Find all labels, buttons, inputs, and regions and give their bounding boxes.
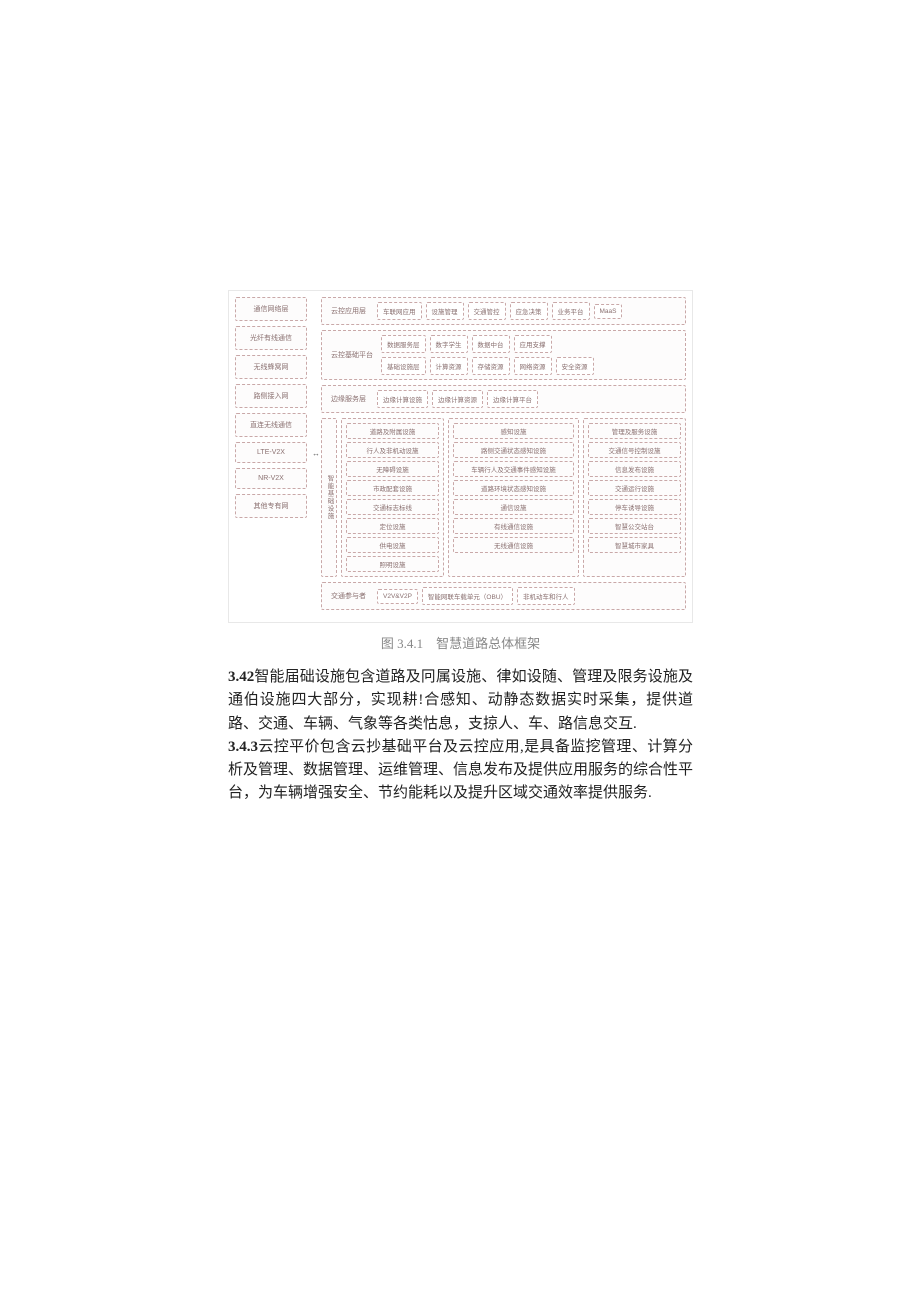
sidebar-item: 直连无线通信 bbox=[235, 413, 307, 437]
infra-item: 交通信号控制设施 bbox=[588, 442, 681, 458]
sidebar-item: 路侧接入网 bbox=[235, 384, 307, 408]
infra-column-manage: 管理及服务设施 交通信号控制设施 信息发布设施 交通运行设施 停车诱导设施 智慧… bbox=[583, 418, 686, 577]
para-number: 3.4.3 bbox=[228, 739, 258, 755]
infra-col-title: 感知设施 bbox=[453, 423, 574, 439]
infra-item: 照明设施 bbox=[346, 556, 439, 572]
paragraph: 3.42智能届础设施包含道路及冋属设施、律如设随、管理及限务设施及通伯设施四大部… bbox=[228, 666, 693, 736]
layer-cell: 边缘计算资源 bbox=[432, 390, 483, 408]
paragraph: 3.4.3云控平价包含云抄基础平台及云控应用,是具备监挖管理、计算分析及管理、数… bbox=[228, 736, 693, 806]
infra-item: 无线通信设施 bbox=[453, 537, 574, 553]
cloud-app-layer: 云控应用层 车联网应用 设施管理 交通管控 应急决策 业务平台 MaaS bbox=[321, 297, 686, 325]
architecture-diagram: 通信网络层 光纤有线通信 无线蜂窝网 路侧接入网 直连无线通信 LTE-V2X … bbox=[228, 290, 693, 623]
infra-item: 市政配套设施 bbox=[346, 480, 439, 496]
network-sidebar: 通信网络层 光纤有线通信 无线蜂窝网 路侧接入网 直连无线通信 LTE-V2X … bbox=[235, 297, 307, 610]
layer-label: 云控应用层 bbox=[327, 304, 373, 318]
infra-item: 信息发布设施 bbox=[588, 461, 681, 477]
infra-item: 交通运行设施 bbox=[588, 480, 681, 496]
infra-item: 道路环境状态感知设施 bbox=[453, 480, 574, 496]
infrastructure-block: 智能基础设施 道路及附属设施 行人及非机动设施 无障碍设施 市政配套设施 交通标… bbox=[321, 418, 686, 577]
infra-col-title: 道路及附属设施 bbox=[346, 423, 439, 439]
layer-cell: 交通管控 bbox=[468, 302, 506, 320]
sidebar-item: 通信网络层 bbox=[235, 297, 307, 321]
layer-cell: 应急决策 bbox=[510, 302, 548, 320]
infra-item: 智慧公交站台 bbox=[588, 518, 681, 534]
infra-item: 行人及非机动设施 bbox=[346, 442, 439, 458]
layer-cell: V2V&V2P bbox=[377, 589, 418, 604]
layer-cell: 数据服务层 bbox=[381, 335, 426, 353]
edge-service-layer: 边缘服务层 边缘计算设施 边缘计算资源 边缘计算平台 bbox=[321, 385, 686, 413]
sidebar-item: 无线蜂窝网 bbox=[235, 355, 307, 379]
layer-label: 边缘服务层 bbox=[327, 392, 373, 406]
infra-subgroup-title: 通信设施 bbox=[453, 499, 574, 515]
layer-cell: 存储资源 bbox=[472, 357, 510, 375]
sidebar-item: LTE-V2X bbox=[235, 442, 307, 463]
layer-cell: 安全资源 bbox=[556, 357, 594, 375]
infra-column-road: 道路及附属设施 行人及非机动设施 无障碍设施 市政配套设施 交通标志标线 定位设… bbox=[341, 418, 444, 577]
layer-cell: 计算资源 bbox=[430, 357, 468, 375]
para-number: 3.42 bbox=[228, 669, 254, 685]
infra-item: 无障碍设施 bbox=[346, 461, 439, 477]
layer-cell: 应用支撑 bbox=[514, 335, 552, 353]
infra-col-title: 管理及服务设施 bbox=[588, 423, 681, 439]
layer-cell: MaaS bbox=[594, 304, 623, 319]
cloud-base-platform: 云控基础平台 数据服务层 数字学生 数据中台 应用支撑 基础设施层 计算资源 存… bbox=[321, 330, 686, 380]
sidebar-item: NR-V2X bbox=[235, 468, 307, 489]
document-page: 通信网络层 光纤有线通信 无线蜂窝网 路侧接入网 直连无线通信 LTE-V2X … bbox=[228, 290, 693, 806]
infra-item: 交通标志标线 bbox=[346, 499, 439, 515]
layer-label: 交通参与者 bbox=[327, 589, 373, 603]
infra-item: 路侧交通状态感知设施 bbox=[453, 442, 574, 458]
layer-cell: 边缘计算设施 bbox=[377, 390, 428, 408]
sidebar-item: 其他专有网 bbox=[235, 494, 307, 518]
layer-cell: 业务平台 bbox=[552, 302, 590, 320]
infra-item: 停车诱导设施 bbox=[588, 499, 681, 515]
layer-cell: 智能网联车载单元（OBU） bbox=[422, 587, 513, 605]
layer-cell: 基础设施层 bbox=[381, 357, 426, 375]
layer-cell: 数据中台 bbox=[472, 335, 510, 353]
figure-caption: 图 3.4.1 智慧道路总体框架 bbox=[228, 633, 693, 652]
infra-column-sense: 感知设施 路侧交通状态感知设施 车辆行人及交通事件感知设施 道路环境状态感知设施… bbox=[448, 418, 579, 577]
participants-layer: 交通参与者 V2V&V2P 智能网联车载单元（OBU） 非机动车和行人 bbox=[321, 582, 686, 610]
infra-item: 供电设施 bbox=[346, 537, 439, 553]
sidebar-item: 光纤有线通信 bbox=[235, 326, 307, 350]
infra-item: 有线通信设施 bbox=[453, 518, 574, 534]
infra-item: 定位设施 bbox=[346, 518, 439, 534]
layer-cell: 边缘计算平台 bbox=[487, 390, 538, 408]
infra-item: 智慧城市家具 bbox=[588, 537, 681, 553]
document-body: 3.42智能届础设施包含道路及冋属设施、律如设随、管理及限务设施及通伯设施四大部… bbox=[228, 666, 693, 806]
main-layers: 云控应用层 车联网应用 设施管理 交通管控 应急决策 业务平台 MaaS 云控基… bbox=[321, 297, 686, 610]
layer-label: 云控基础平台 bbox=[327, 348, 377, 362]
layer-cell: 非机动车和行人 bbox=[517, 587, 575, 605]
layer-cell: 数字学生 bbox=[430, 335, 468, 353]
bidirectional-arrow: ↔ bbox=[311, 297, 321, 610]
infra-item: 车辆行人及交通事件感知设施 bbox=[453, 461, 574, 477]
layer-cell: 网络资源 bbox=[514, 357, 552, 375]
para-text: 智能届础设施包含道路及冋属设施、律如设随、管理及限务设施及通伯设施四大部分，实现… bbox=[228, 669, 693, 732]
layer-cell: 车联网应用 bbox=[377, 302, 422, 320]
layer-cell: 设施管理 bbox=[426, 302, 464, 320]
para-text: 云控平价包含云抄基础平台及云控应用,是具备监挖管理、计算分析及管理、数据管理、运… bbox=[228, 739, 693, 802]
infrastructure-label: 智能基础设施 bbox=[321, 418, 337, 577]
